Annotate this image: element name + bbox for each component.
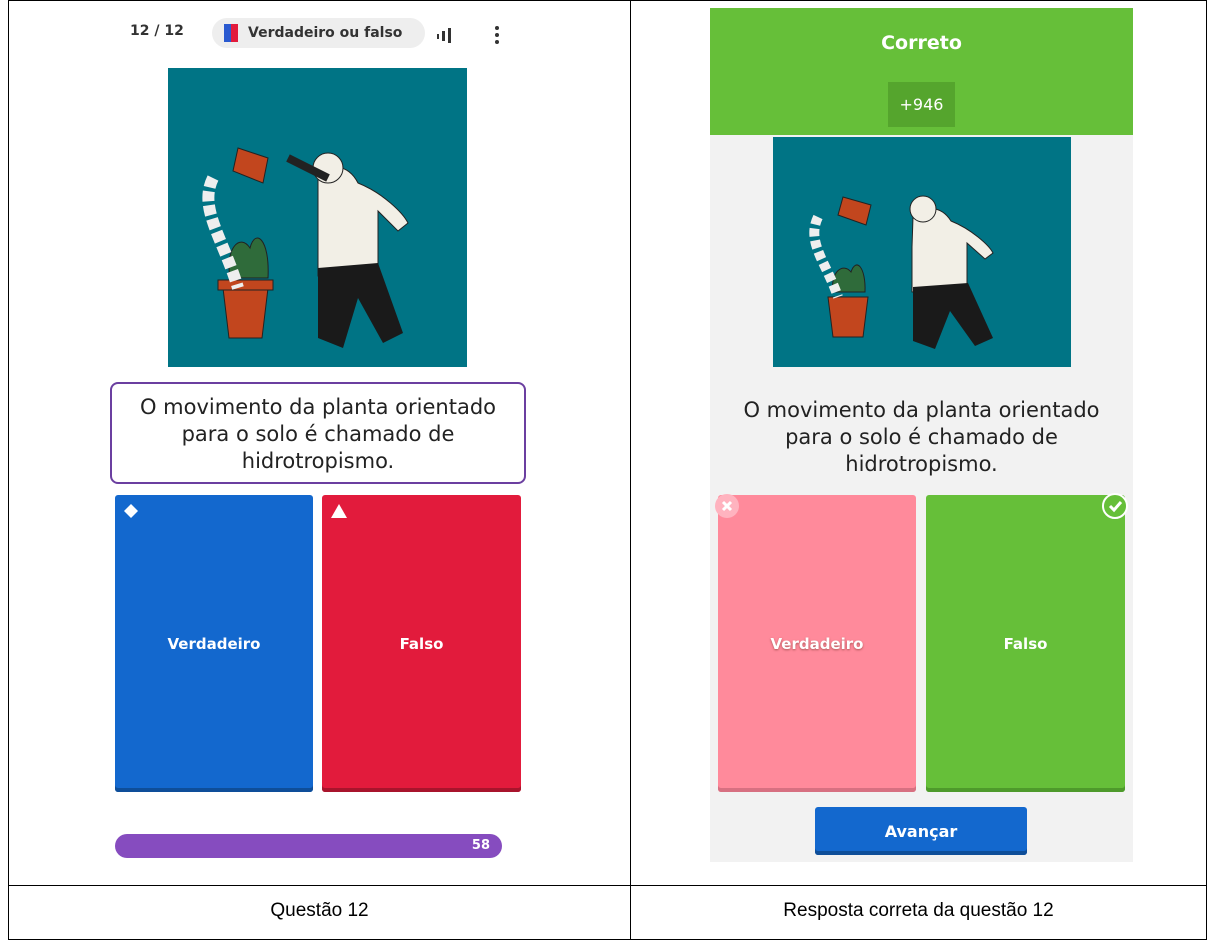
question-line: para o solo é chamado de	[181, 422, 455, 446]
illustration	[168, 68, 467, 367]
mode: Verdadeiro ou falso	[248, 25, 403, 41]
question: O movimento da planta orientado para o s…	[710, 397, 1133, 478]
wrong-icon	[715, 494, 739, 518]
border	[8, 0, 1207, 1]
screen-right: Correto +946 O movimento da planta orien…	[710, 8, 1133, 862]
progress-value: 58	[471, 838, 490, 853]
next-label: Avançar	[884, 821, 958, 841]
answer-label: Falso	[399, 634, 444, 653]
answer-true: Verdadeiro	[715, 494, 916, 792]
points: +946	[888, 82, 955, 127]
question-box: O movimento da planta orientado para o s…	[110, 382, 526, 484]
diamond-icon	[124, 504, 138, 518]
icons	[437, 26, 499, 44]
counter: 12 / 12	[130, 23, 184, 39]
screen-left: 12 / 12 Verdadeiro ou falso O movimento …	[105, 10, 530, 865]
triangle-icon	[331, 504, 347, 518]
answer-label: Verdadeiro	[770, 634, 864, 653]
illustration	[773, 137, 1071, 367]
correct-icon	[1102, 493, 1128, 519]
answer-false[interactable]: Falso	[322, 495, 521, 792]
status: Correto	[881, 32, 962, 54]
mode-pill[interactable]: Verdadeiro ou falso	[212, 18, 425, 48]
question-line: O movimento da planta orientado	[139, 395, 497, 419]
question-line: hidrotropismo.	[845, 452, 998, 476]
caption: Questão 12	[270, 900, 369, 921]
border	[1206, 0, 1207, 940]
question-line: hidrotropismo.	[241, 449, 395, 473]
question-line: O movimento da planta orientado	[743, 398, 1100, 422]
next-button[interactable]: Avançar	[815, 807, 1027, 855]
answer-label: Verdadeiro	[167, 634, 261, 653]
border	[630, 0, 631, 940]
result-header: Correto +946	[710, 8, 1133, 135]
answer-label: Falso	[1003, 634, 1048, 653]
answer-false: Falso	[926, 493, 1128, 792]
answer-true[interactable]: Verdadeiro	[115, 495, 313, 792]
progress-bar: 58	[115, 834, 502, 858]
question-line: para o solo é chamado de	[785, 425, 1058, 449]
border	[8, 0, 9, 940]
border	[8, 885, 1207, 886]
caption: Resposta correta da questão 12	[783, 900, 1054, 921]
